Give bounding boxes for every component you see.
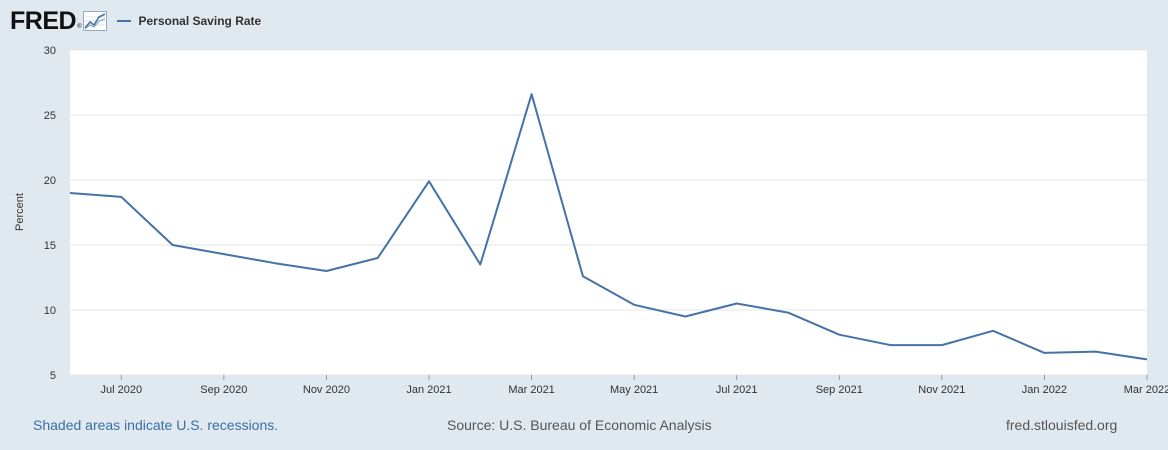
data-point[interactable]	[479, 263, 481, 265]
x-tick-label: Mar 2021	[508, 384, 554, 396]
data-point[interactable]	[171, 244, 173, 246]
source-note: Source: U.S. Bureau of Economic Analysis	[447, 417, 712, 433]
data-point[interactable]	[120, 196, 122, 198]
data-point[interactable]	[838, 334, 840, 336]
registered-mark: ®	[77, 24, 82, 30]
x-tick-label: Jul 2021	[716, 384, 758, 396]
data-point[interactable]	[633, 304, 635, 306]
data-point[interactable]	[582, 275, 584, 277]
y-tick-label: 25	[44, 110, 56, 122]
legend-label: Personal Saving Rate	[138, 14, 262, 28]
data-point[interactable]	[736, 302, 738, 304]
series-group	[69, 93, 1148, 361]
grid-lines	[70, 49, 1147, 376]
chart-legend[interactable]: Personal Saving Rate	[117, 14, 261, 28]
data-point[interactable]	[274, 262, 276, 264]
x-tick-label: Mar 2022	[1124, 384, 1168, 396]
y-axis-label: Percent	[14, 193, 26, 231]
recession-note-link[interactable]: Shaded areas indicate U.S. recessions.	[33, 417, 279, 433]
data-point[interactable]	[889, 344, 891, 346]
data-point[interactable]	[1146, 358, 1148, 360]
data-point[interactable]	[992, 330, 994, 332]
graph-icon	[83, 11, 108, 31]
series-line[interactable]	[69, 93, 1148, 361]
y-tick-label: 15	[44, 240, 56, 252]
data-point[interactable]	[941, 344, 943, 346]
x-tick-label: Sep 2020	[200, 384, 247, 396]
x-tick-label: Sep 2021	[816, 384, 863, 396]
y-tick-label: 20	[44, 175, 56, 187]
x-tick-label: Jan 2022	[1022, 384, 1067, 396]
data-point[interactable]	[428, 180, 430, 182]
data-point[interactable]	[223, 253, 225, 255]
data-point[interactable]	[325, 270, 327, 272]
x-tick-label: Nov 2021	[918, 384, 965, 396]
x-axis-ticks: Jul 2020 Sep 2020 Nov 2020 Jan 2021 Mar 2021…	[100, 375, 1168, 396]
data-point[interactable]	[377, 257, 379, 259]
line-chart[interactable]: 5 10 15 20 25 30 Jul 2020 Sep 2020 Nov 2020 Jan …	[0, 0, 1168, 405]
y-axis-ticks: 5 10 15 20 25 30	[44, 45, 56, 382]
x-tick-label: May 2021	[610, 384, 658, 396]
fred-logo-text: FRED	[10, 7, 77, 35]
x-tick-label: Nov 2020	[303, 384, 350, 396]
y-tick-label: 5	[50, 370, 56, 382]
data-point[interactable]	[684, 315, 686, 317]
data-point[interactable]	[69, 192, 71, 194]
x-tick-label: Jan 2021	[406, 384, 451, 396]
legend-swatch	[117, 20, 132, 22]
x-tick-label: Jul 2020	[100, 384, 142, 396]
chart-header: FRED ® Personal Saving Rate	[10, 8, 261, 34]
y-tick-label: 30	[44, 45, 56, 57]
data-point[interactable]	[530, 93, 532, 95]
data-point[interactable]	[1095, 350, 1097, 352]
fred-logo[interactable]: FRED ®	[10, 7, 108, 35]
data-point[interactable]	[1043, 352, 1045, 354]
plot-area	[70, 50, 1147, 375]
y-tick-label: 10	[44, 305, 56, 317]
site-link[interactable]: fred.stlouisfed.org	[1006, 417, 1118, 433]
data-point[interactable]	[787, 311, 789, 313]
